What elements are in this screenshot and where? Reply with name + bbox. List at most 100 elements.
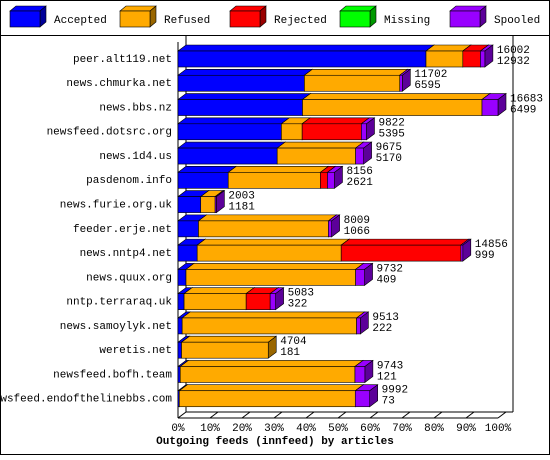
- bar-top: [177, 166, 238, 173]
- bar-segment: [177, 172, 229, 189]
- bar-segment: [399, 74, 403, 92]
- legend-label: Spooled: [494, 15, 540, 27]
- bar-label: 11702: [414, 69, 447, 81]
- bar-segment: [327, 172, 335, 189]
- bar-segment: [460, 244, 464, 262]
- bar-label: 6595: [414, 80, 440, 92]
- bar-top: [227, 166, 330, 173]
- bar-label: 181: [280, 347, 300, 359]
- x-tick-label: 10%: [200, 423, 220, 435]
- bar-top: [180, 335, 278, 343]
- bar-segment: [328, 220, 332, 238]
- x-tick-label: 30%: [264, 423, 284, 435]
- bar-segment: [181, 317, 357, 335]
- bar-top: [185, 263, 365, 270]
- bar-segment: [462, 50, 481, 68]
- legend-swatch: [229, 10, 261, 28]
- category-label: news.bbs.nz: [99, 102, 172, 114]
- category-label: news.1d4.us: [99, 151, 172, 163]
- category-label: news.furie.org.uk: [60, 200, 173, 212]
- bar-label: 322: [288, 299, 308, 311]
- bar-label: 16002: [497, 45, 530, 57]
- bar-label: 2621: [346, 177, 373, 189]
- x-axis-title: Outgoing feeds (innfeed) by articles: [156, 436, 394, 448]
- bar-segment: [481, 99, 499, 116]
- category-label: nntp.terraraq.uk: [66, 297, 172, 309]
- bar-segment: [177, 196, 202, 213]
- x-tick-label: 70%: [392, 423, 412, 435]
- bar-label: 409: [377, 274, 397, 286]
- bar-label: 5083: [288, 288, 314, 300]
- bar-top: [177, 44, 435, 52]
- x-tick-label: 90%: [456, 423, 476, 435]
- bar-top: [179, 360, 364, 367]
- category-label: newsfeed.endofthelinebbs.com: [0, 394, 172, 406]
- bar-segment: [200, 196, 216, 213]
- bar-label: 6499: [510, 104, 536, 116]
- bar-segment: [354, 390, 370, 408]
- category-label: newsfeed.bofh.team: [53, 369, 172, 381]
- bar-segment: [177, 220, 199, 238]
- bar-top: [183, 287, 256, 294]
- bar-top: [303, 68, 409, 76]
- bar-label: 121: [377, 371, 397, 383]
- bar-label: 14856: [475, 239, 508, 251]
- legend-label: Rejected: [274, 15, 327, 27]
- bar-segment: [425, 50, 464, 68]
- bar-label: 9513: [372, 312, 398, 324]
- bar-segment: [355, 147, 364, 165]
- bar-segment: [480, 50, 486, 68]
- bar-top: [177, 68, 314, 76]
- bar-top: [340, 238, 470, 246]
- bar-segment: [245, 293, 271, 310]
- x-tick: [305, 411, 315, 419]
- bar-label: 16683: [510, 93, 543, 105]
- legend-label: Accepted: [54, 15, 107, 27]
- bar-label: 1181: [228, 202, 255, 214]
- bar-top: [276, 141, 365, 149]
- bar-segment: [276, 147, 356, 165]
- legend-swatch: [9, 10, 41, 28]
- x-tick-label: 80%: [424, 423, 444, 435]
- category-label: news.quux.org: [86, 272, 172, 284]
- bar-label: 999: [475, 250, 495, 262]
- bar-segment: [185, 269, 356, 286]
- bar-label: 12932: [497, 56, 530, 68]
- bar-segment: [177, 293, 185, 310]
- x-tick: [241, 411, 251, 419]
- bar-segment: [177, 147, 278, 165]
- bar-label: 1066: [344, 226, 370, 238]
- x-tick-label: 20%: [232, 423, 252, 435]
- bar-top: [301, 117, 371, 125]
- bar-segment: [302, 99, 483, 116]
- bar-segment: [355, 269, 365, 286]
- bar-segment: [177, 123, 282, 141]
- bar-segment: [177, 244, 198, 262]
- bar-segment: [177, 74, 305, 92]
- x-tick-label: 0%: [171, 423, 185, 435]
- bar-label: 9822: [378, 118, 404, 130]
- bar-segment: [198, 220, 329, 238]
- bar-segment: [177, 341, 182, 359]
- bar-segment: [354, 366, 366, 383]
- bar-label: 5395: [378, 129, 404, 141]
- bar-segment: [177, 317, 183, 335]
- bar-segment: [340, 244, 462, 262]
- bar-segment: [183, 293, 247, 310]
- category-label: newsfeed.dotsrc.org: [47, 127, 172, 139]
- x-tick: [433, 411, 443, 419]
- bar-label: 222: [372, 323, 392, 335]
- x-tick-label: 100%: [485, 423, 512, 435]
- x-tick-label: 60%: [360, 423, 380, 435]
- bar-segment: [320, 172, 328, 189]
- bar-label: 2003: [228, 191, 254, 203]
- bar-segment: [356, 317, 361, 335]
- bar-label: 9675: [376, 142, 402, 154]
- bar-segment: [177, 50, 427, 68]
- category-label: pasdenom.info: [86, 175, 172, 187]
- bar-segment: [177, 269, 187, 286]
- bar-label: 9732: [377, 263, 403, 275]
- x-tick: [209, 411, 219, 419]
- bar-segment: [301, 123, 362, 141]
